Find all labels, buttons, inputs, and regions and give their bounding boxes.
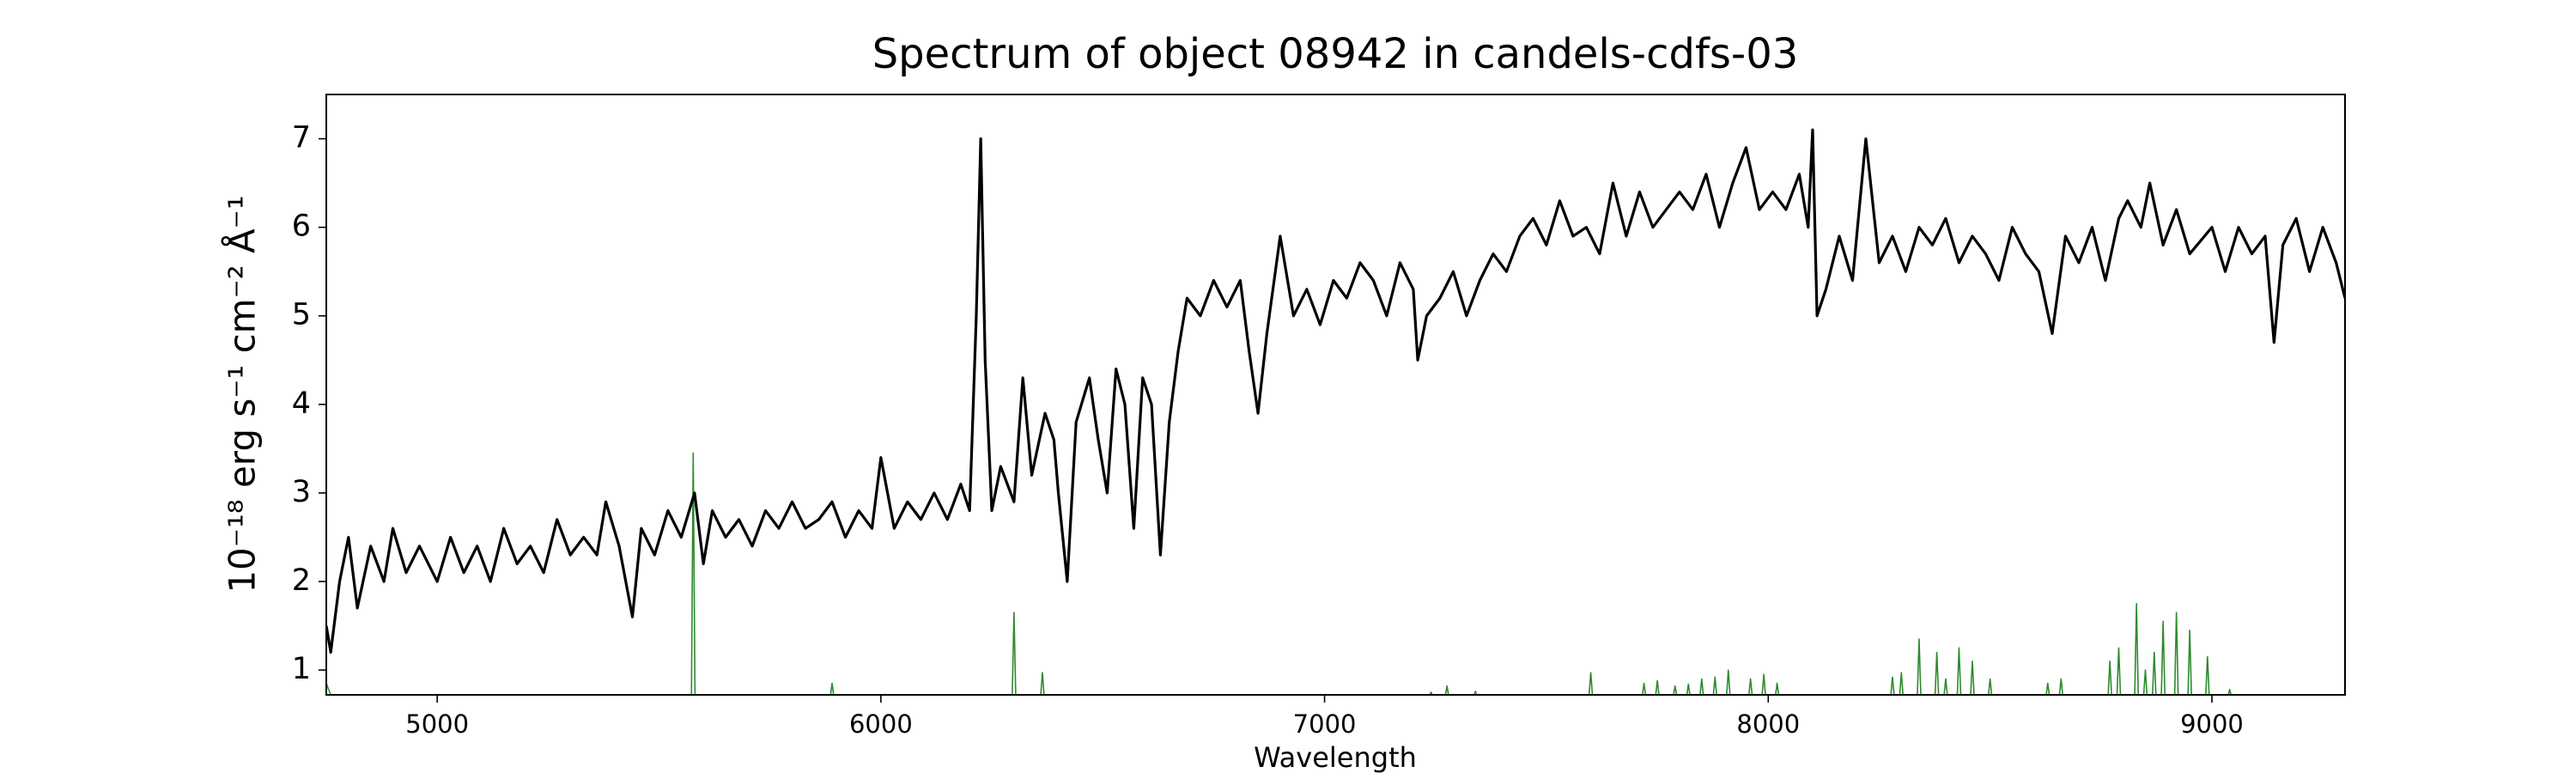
spectrum-line [326, 128, 2345, 654]
y-tick-label: 4 [292, 386, 311, 421]
y-tick-label: 6 [292, 210, 311, 244]
y-tick-label: 2 [292, 563, 311, 598]
y-tick-label: 1 [292, 652, 311, 686]
y-tick-label: 5 [292, 298, 311, 332]
chart-title: Spectrum of object 08942 in candels-cdfs… [872, 30, 1799, 78]
plot-frame [325, 94, 2346, 696]
x-tick-label: 6000 [849, 709, 913, 739]
plot-area [326, 128, 2345, 695]
y-axis-label: 10⁻¹⁸ erg s⁻¹ cm⁻² Å⁻¹ [221, 195, 264, 593]
y-tick-label: 3 [292, 475, 311, 509]
x-axis-label: Wavelength [1254, 741, 1417, 773]
x-tick-label: 7000 [1293, 709, 1357, 739]
spectrum-line [326, 452, 2233, 695]
y-tick-label: 7 [292, 121, 311, 155]
x-tick-label: 9000 [2180, 709, 2244, 739]
x-tick-label: 8000 [1736, 709, 1800, 739]
x-tick-label: 5000 [405, 709, 469, 739]
